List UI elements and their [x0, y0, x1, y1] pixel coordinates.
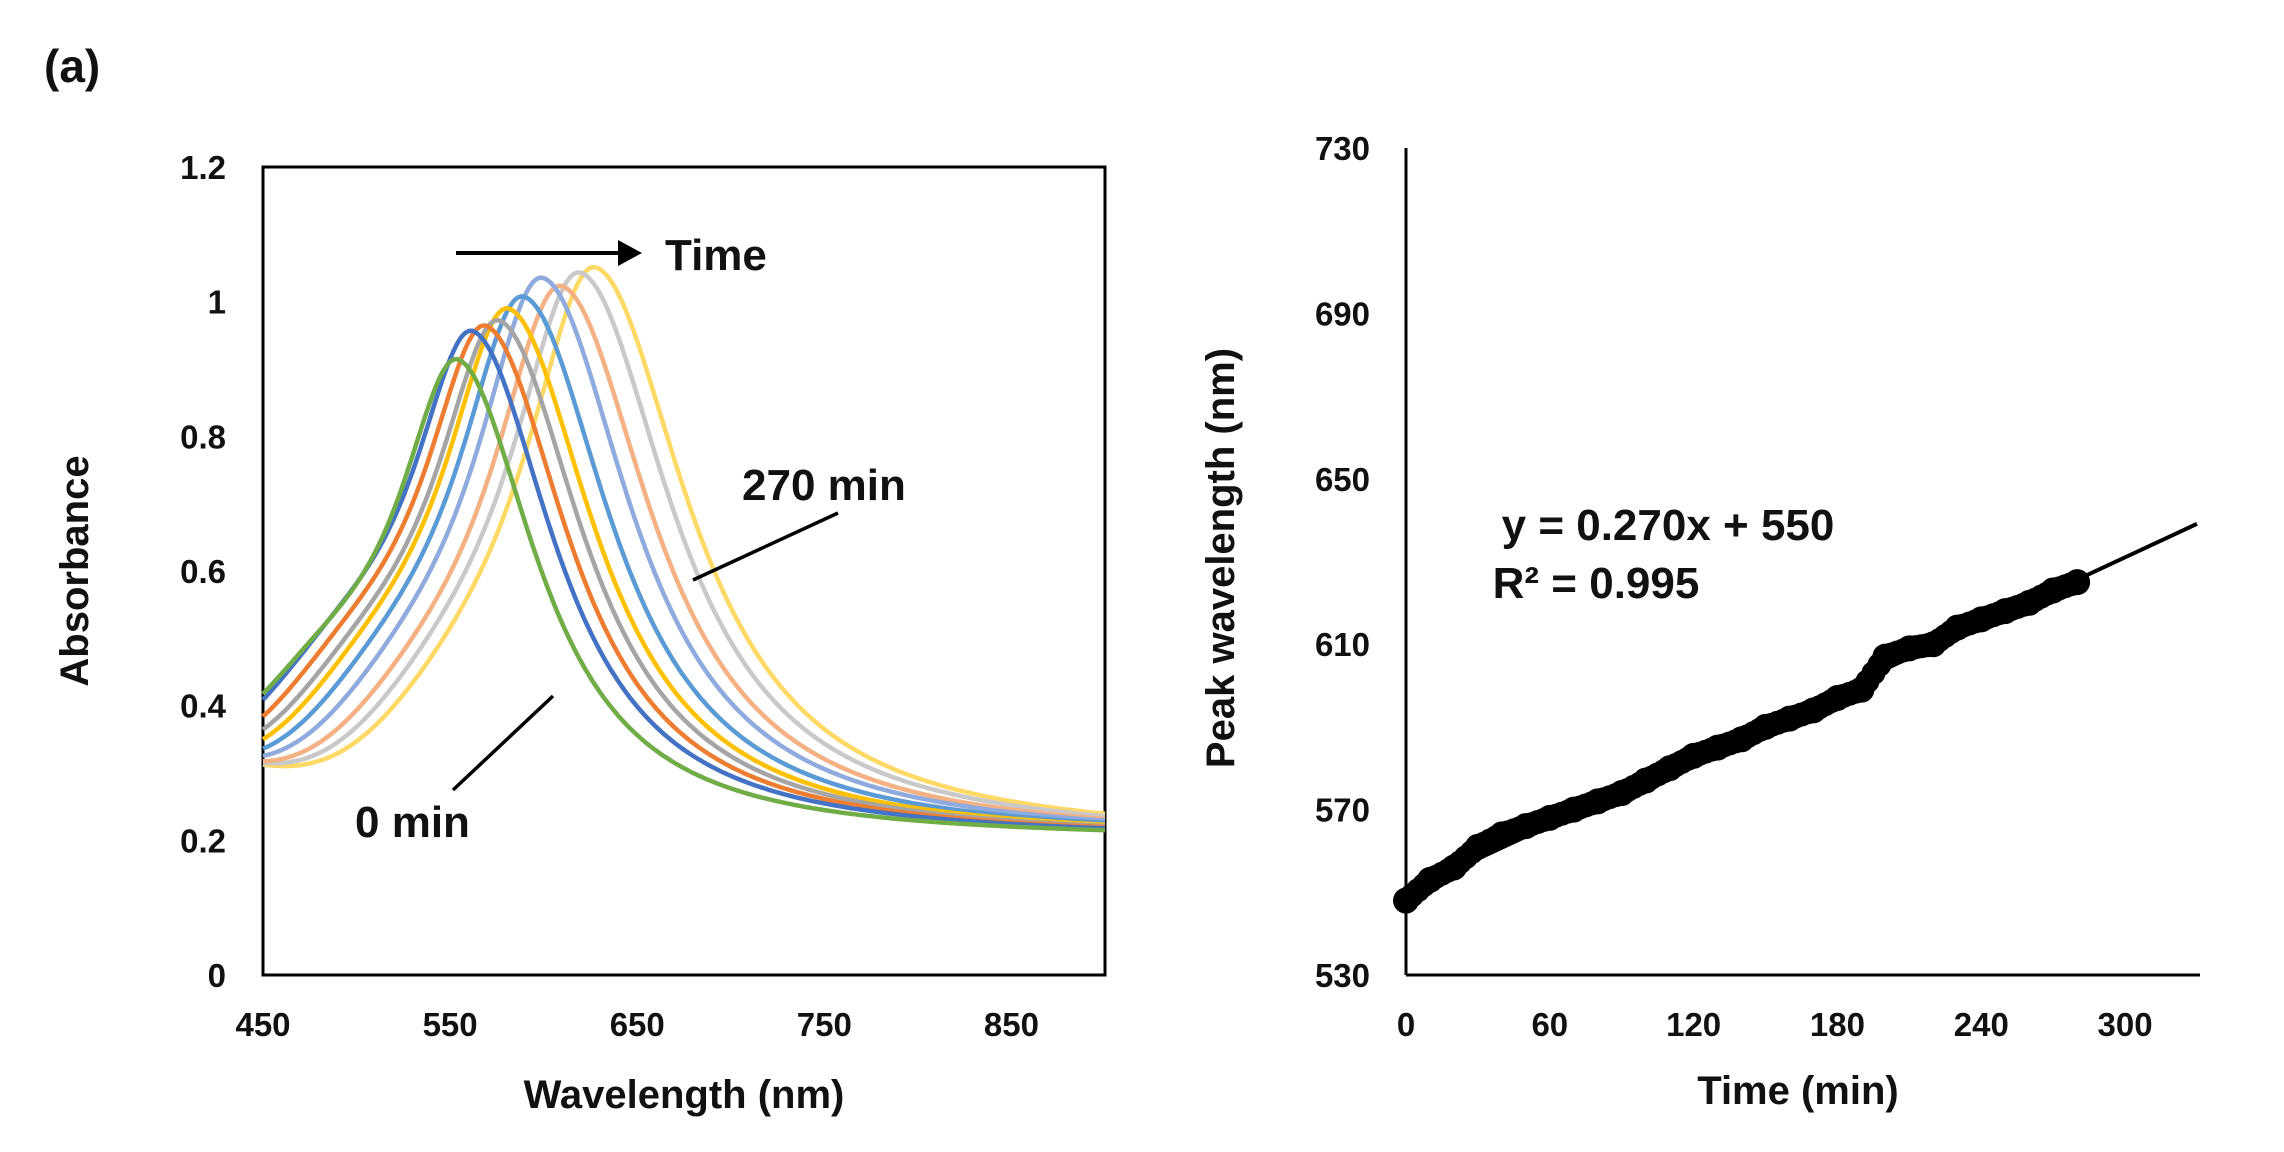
last-curve-label: 270 min [742, 461, 906, 510]
spectrum-curve [261, 328, 1106, 831]
first-curve-pointer [451, 694, 555, 792]
left-x-tick-label: 650 [610, 1006, 665, 1043]
trendline-equation: y = 0.270x + 550 [1502, 501, 1835, 550]
data-point [2064, 569, 2091, 596]
left-y-tick-label: 0.6 [180, 553, 226, 590]
right-y-tick-label: 650 [1315, 461, 1370, 498]
right-x-tick-label: 120 [1666, 1006, 1721, 1043]
spectrum-curve [262, 270, 1106, 819]
left-y-tick-label: 0.8 [180, 418, 226, 455]
right-y-axis-title: Peak wavelength (nm) [1199, 348, 1243, 768]
absorbance-spectra-chart: 0 0.2 0.4 0.6 0.8 1 1.2 450 550 650 750 850 Wavele… [53, 149, 1107, 1117]
time-arrow-label: Time [665, 231, 767, 280]
right-x-tick-label: 180 [1810, 1006, 1865, 1043]
time-arrow-head-icon [618, 240, 642, 266]
right-x-axis-title: Time (min) [1697, 1069, 1899, 1113]
left-x-tick-label: 850 [984, 1006, 1039, 1043]
spectrum-curve [261, 356, 1106, 833]
left-x-tick-label: 550 [423, 1006, 478, 1043]
left-y-tick-label: 0.4 [180, 688, 227, 725]
right-x-tick-label: 0 [1397, 1006, 1415, 1043]
panel-label: (a) [44, 40, 100, 92]
left-x-tick-label: 750 [797, 1006, 852, 1043]
spectrum-curve [262, 264, 1106, 816]
right-x-tick-label: 60 [1531, 1006, 1568, 1043]
left-y-tick-labels: 0 0.2 0.4 0.6 0.8 1 1.2 [180, 149, 227, 994]
spectrum-curve [262, 275, 1106, 823]
spectrum-curve [262, 283, 1106, 822]
right-y-tick-label: 690 [1315, 295, 1370, 332]
last-curve-pointer [692, 511, 839, 582]
trendline-r-squared: R² = 0.995 [1493, 559, 1700, 608]
left-y-tick-label: 1.2 [180, 149, 226, 186]
left-plot-area [261, 165, 1107, 977]
right-y-tick-label: 570 [1315, 792, 1370, 829]
spectrum-curve [262, 294, 1106, 826]
right-y-tick-labels: 530 570 610 650 690 730 [1315, 130, 1370, 994]
right-x-tick-label: 240 [1954, 1006, 2009, 1043]
left-x-tick-label: 450 [235, 1006, 290, 1043]
first-curve-label: 0 min [355, 798, 470, 847]
spectrum-curve [261, 305, 1106, 828]
peak-wavelength-chart: 530 570 610 650 690 730 0 60 120 180 240 300 y = 0… [1199, 130, 2200, 1113]
left-x-axis-title: Wavelength (nm) [524, 1073, 845, 1117]
left-x-tick-labels: 450 550 650 750 850 [235, 1006, 1039, 1043]
right-x-tick-labels: 0 60 120 180 240 300 [1397, 1006, 2153, 1043]
right-y-tick-label: 610 [1315, 626, 1370, 663]
right-y-tick-label: 530 [1315, 957, 1370, 994]
peak-wavelength-points [1393, 569, 2091, 914]
absorbance-curves [261, 264, 1106, 833]
left-y-tick-label: 0.2 [180, 822, 226, 859]
right-y-tick-label: 730 [1315, 130, 1370, 167]
left-y-axis-title: Absorbance [53, 455, 97, 686]
left-y-tick-label: 1 [208, 284, 226, 321]
right-x-tick-label: 300 [2098, 1006, 2153, 1043]
left-y-tick-label: 0 [208, 957, 226, 994]
